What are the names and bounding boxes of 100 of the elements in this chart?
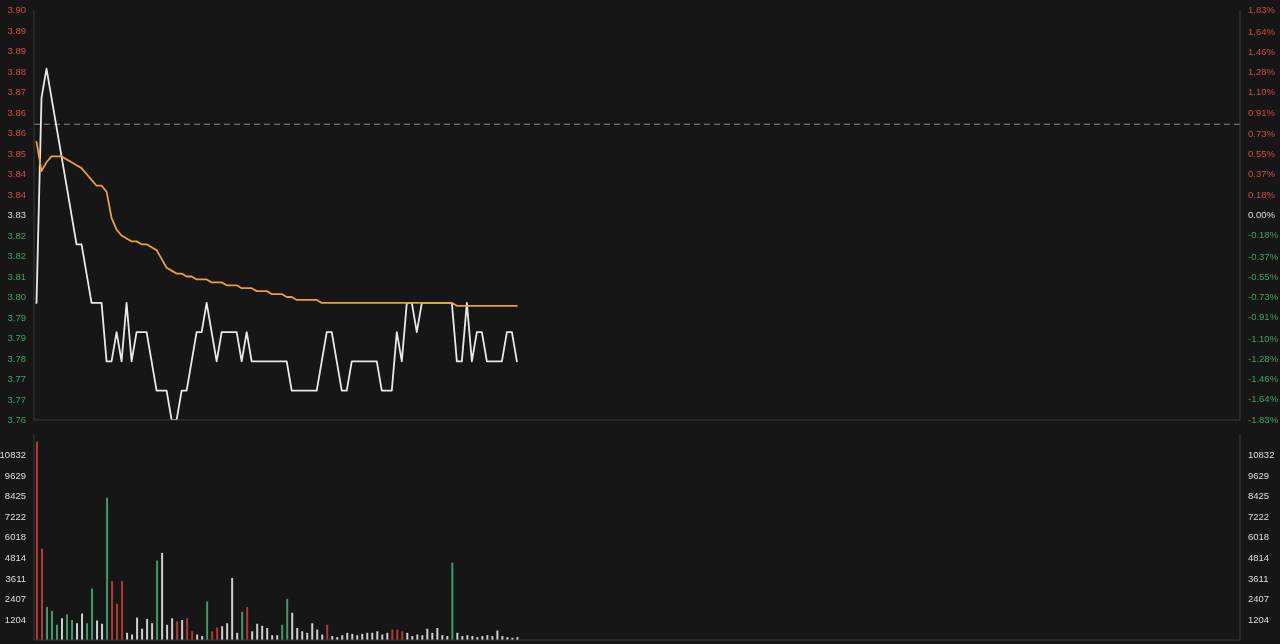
bar <box>206 601 209 640</box>
y2-tick-label: -1.64% <box>1248 393 1279 405</box>
bar <box>301 631 304 640</box>
bar <box>71 619 74 640</box>
bar <box>241 611 244 640</box>
bar <box>96 620 99 640</box>
y-tick-label: 3.86 <box>7 127 26 139</box>
y2-tick-label: 1204 <box>1248 613 1270 625</box>
bar <box>51 610 54 640</box>
bar <box>166 624 169 640</box>
bar <box>451 562 454 640</box>
y2-tick-label: 0.00% <box>1248 209 1276 221</box>
bar <box>151 623 154 640</box>
bar <box>161 552 164 640</box>
bar <box>251 631 254 640</box>
y2-tick-label: 0.18% <box>1248 189 1276 201</box>
y-tick-label: 3.85 <box>7 147 26 159</box>
line-series <box>35 67 518 420</box>
bar <box>76 623 79 640</box>
y2-tick-label: 2407 <box>1248 593 1270 605</box>
y2-tick-label: 1.10% <box>1248 86 1276 98</box>
bar <box>61 618 64 640</box>
bar <box>106 497 109 640</box>
y-tick-label: 4814 <box>4 551 26 563</box>
bar <box>111 581 114 640</box>
y2-tick-label: 10832 <box>1248 448 1275 460</box>
y-tick-label: 3.86 <box>7 106 26 118</box>
y2-tick-label: -0.55% <box>1248 270 1279 282</box>
y-tick-label: 3.79 <box>7 311 26 323</box>
bar <box>46 606 49 640</box>
y-tick-label: 3.78 <box>7 352 26 364</box>
y-tick-label: 2407 <box>4 593 26 605</box>
y-tick-label: 3.83 <box>7 209 26 221</box>
bar <box>56 624 59 640</box>
bar <box>221 626 224 640</box>
y2-tick-label: -1.83% <box>1248 414 1279 426</box>
y2-tick-label: 0.73% <box>1248 127 1276 139</box>
y2-tick-label: -0.18% <box>1248 229 1279 241</box>
bar <box>246 606 249 640</box>
y2-tick-label: 1.28% <box>1248 65 1276 77</box>
y2-tick-label: 0.37% <box>1248 167 1276 179</box>
y-tick-label: 3.89 <box>7 24 26 36</box>
bar <box>211 631 214 640</box>
y-tick-label: 3.76 <box>7 414 26 426</box>
y2-tick-label: 8425 <box>1248 490 1270 502</box>
y2-tick-label: 4814 <box>1248 551 1270 563</box>
y-tick-label: 3.84 <box>7 188 26 200</box>
bar <box>136 617 139 640</box>
y-tick-label: 7222 <box>4 510 26 522</box>
bar <box>121 581 124 640</box>
y2-tick-label: 9629 <box>1248 469 1270 481</box>
bar <box>66 614 69 640</box>
bar <box>116 603 119 640</box>
bar <box>261 625 264 640</box>
line-series <box>35 140 518 307</box>
bar <box>36 441 38 640</box>
y-tick-label: 3.77 <box>7 393 26 405</box>
bar <box>266 628 269 640</box>
bar <box>291 612 294 640</box>
bar <box>281 624 284 640</box>
bar <box>326 624 329 640</box>
y-tick-label: 3.88 <box>7 65 26 77</box>
bar <box>256 623 259 640</box>
y-tick-label: 3.81 <box>7 270 26 282</box>
bar <box>41 548 43 640</box>
y-tick-label: 3611 <box>5 572 26 584</box>
y2-tick-label: 7222 <box>1248 510 1270 522</box>
bar <box>286 598 289 640</box>
y2-tick-label: -1.28% <box>1248 352 1279 364</box>
y-tick-label: 3.82 <box>7 250 26 262</box>
bar <box>86 623 89 640</box>
bar <box>101 623 104 640</box>
y-tick-label: 10832 <box>0 448 26 460</box>
bar <box>171 618 174 640</box>
bar <box>186 618 189 640</box>
bar <box>376 631 379 640</box>
bar <box>436 628 439 640</box>
y2-tick-label: 1.83% <box>1248 4 1276 16</box>
y-tick-label: 6018 <box>4 531 26 543</box>
y2-tick-label: 1.46% <box>1248 45 1276 57</box>
bar <box>191 631 194 640</box>
y-tick-label: 3.84 <box>7 168 26 180</box>
bar <box>81 613 84 640</box>
y-tick-label: 1204 <box>4 613 26 625</box>
bar <box>156 560 159 640</box>
y-tick-label: 3.77 <box>7 373 26 385</box>
bar <box>311 623 314 640</box>
y2-tick-label: -0.37% <box>1248 250 1279 262</box>
bar <box>181 619 184 640</box>
y2-tick-label: 3611 <box>1248 572 1269 584</box>
bar <box>226 623 229 640</box>
y2-tick-label: 6018 <box>1248 531 1270 543</box>
y2-tick-label: -0.91% <box>1248 311 1279 323</box>
y2-tick-label: 1.64% <box>1248 25 1276 37</box>
bar <box>231 577 234 640</box>
bar <box>91 588 94 640</box>
y2-tick-label: 0.55% <box>1248 147 1276 159</box>
y-tick-label: 3.89 <box>7 45 26 57</box>
bar <box>401 631 404 640</box>
bar <box>176 621 179 640</box>
